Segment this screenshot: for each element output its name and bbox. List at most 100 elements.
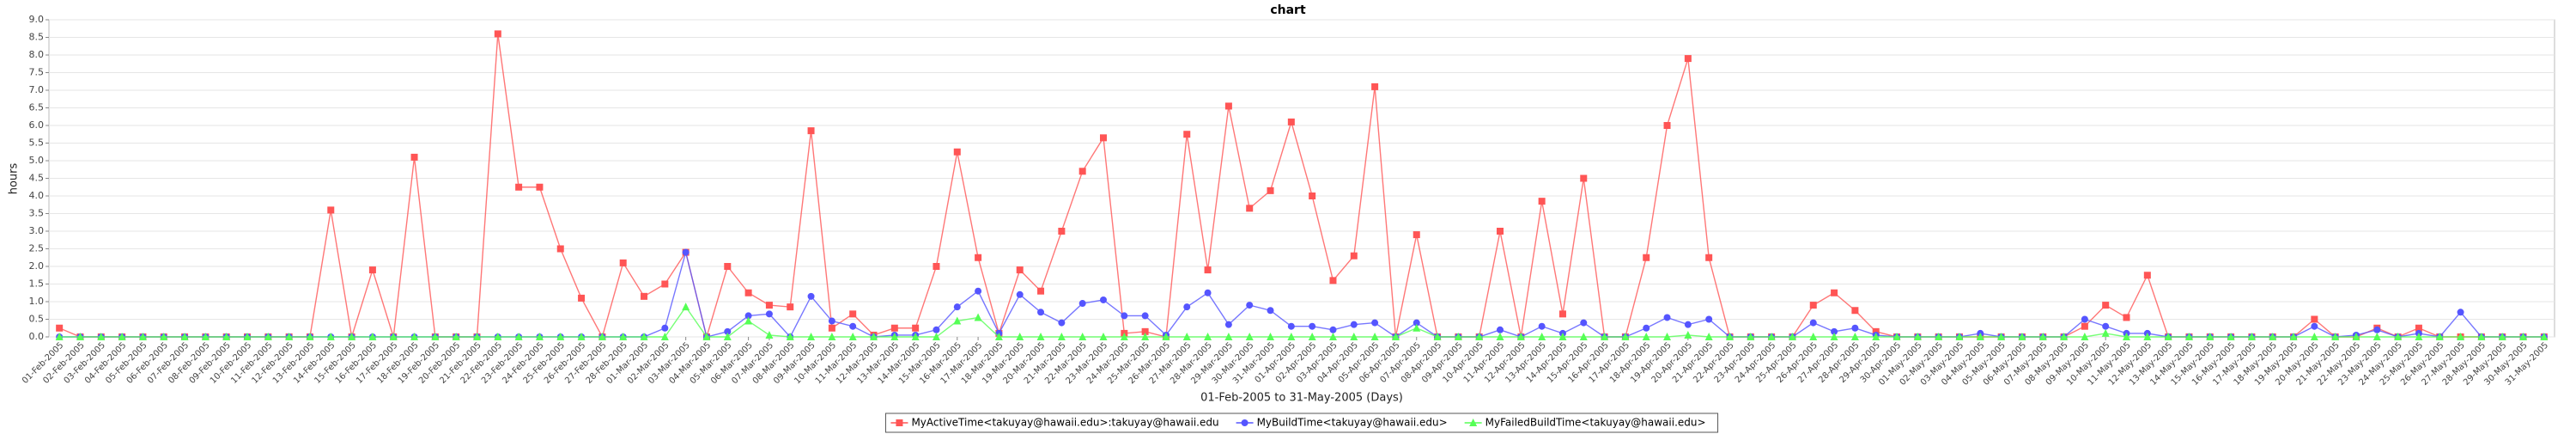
legend-label: MyBuildTime<takuyay@hawaii.edu>	[1257, 417, 1448, 429]
marker	[2143, 272, 2151, 279]
marker	[1496, 333, 1504, 340]
marker	[55, 333, 64, 340]
y-tick-label: 7.0	[29, 84, 45, 95]
marker	[1872, 333, 1880, 340]
marker	[410, 333, 419, 340]
marker	[327, 206, 335, 214]
marker	[1329, 277, 1337, 284]
marker	[1309, 193, 1316, 199]
marker	[911, 333, 920, 340]
marker	[410, 153, 418, 161]
marker	[368, 333, 377, 340]
marker	[1037, 309, 1045, 316]
marker	[1809, 302, 1817, 309]
legend: MyActiveTime<takuyay@hawaii.edu>:takuyay…	[884, 413, 1719, 433]
marker	[160, 333, 168, 340]
legend-item: MyBuildTime<takuyay@hawaii.edu>	[1236, 417, 1448, 429]
marker	[2081, 315, 2088, 323]
marker	[1183, 303, 1191, 311]
marker	[118, 333, 126, 340]
marker	[1809, 319, 1817, 327]
marker	[180, 333, 189, 340]
marker	[890, 324, 898, 332]
marker	[494, 30, 501, 38]
marker	[577, 333, 586, 340]
marker	[348, 333, 356, 340]
marker	[619, 259, 627, 266]
marker	[264, 333, 272, 340]
marker	[828, 333, 836, 340]
marker	[2081, 333, 2089, 340]
marker	[1684, 330, 1692, 339]
marker	[1350, 333, 1358, 340]
marker	[2289, 333, 2298, 340]
marker	[2102, 322, 2110, 330]
marker	[2269, 333, 2277, 340]
marker	[1663, 314, 1671, 321]
marker	[2373, 326, 2381, 333]
marker	[1099, 333, 1108, 340]
marker	[1099, 296, 1107, 303]
y-tick-label: 6.0	[29, 119, 45, 131]
y-tick-label: 6.5	[29, 102, 45, 113]
marker	[138, 333, 147, 340]
y-axis-title: hours	[8, 163, 21, 195]
marker	[1371, 319, 1379, 327]
marker	[786, 333, 794, 340]
y-tick-label: 1.5	[29, 278, 45, 290]
marker	[2457, 309, 2464, 316]
y-tick-label: 0.5	[29, 314, 45, 325]
y-tick-label: 9.0	[29, 14, 45, 25]
marker	[1497, 228, 1504, 235]
marker	[870, 333, 878, 340]
marker	[1747, 333, 1755, 340]
marker	[933, 326, 940, 333]
marker	[724, 327, 732, 335]
marker	[1078, 300, 1086, 308]
marker	[1475, 333, 1484, 340]
marker	[1643, 254, 1650, 261]
marker	[1141, 327, 1149, 335]
marker	[744, 289, 752, 296]
marker	[1241, 419, 1249, 426]
marker	[1078, 333, 1087, 340]
y-tick-label: 5.0	[29, 155, 45, 166]
marker	[326, 333, 335, 340]
marker	[1057, 333, 1066, 340]
marker	[1538, 322, 1546, 330]
marker	[2519, 333, 2528, 340]
marker	[2164, 333, 2172, 340]
marker	[1601, 333, 1609, 340]
marker	[1872, 327, 1880, 335]
marker	[1935, 333, 1943, 340]
marker	[1809, 333, 1818, 340]
y-tick-label: 3.5	[29, 208, 45, 219]
marker	[1413, 319, 1420, 327]
chart-title: chart	[1270, 3, 1306, 17]
marker	[2081, 322, 2088, 330]
marker	[1329, 326, 1337, 333]
marker	[1141, 333, 1150, 340]
marker	[1831, 327, 1838, 335]
marker	[1287, 118, 1295, 125]
y-tick-label: 4.0	[29, 190, 45, 201]
marker	[619, 333, 628, 340]
marker	[2101, 328, 2110, 337]
marker	[2415, 333, 2423, 340]
marker	[306, 333, 314, 340]
marker	[598, 333, 606, 340]
marker	[389, 333, 398, 340]
series-line	[59, 305, 2544, 338]
marker	[1182, 333, 1191, 340]
marker	[1204, 333, 1212, 340]
marker	[243, 333, 252, 340]
marker	[2038, 333, 2047, 340]
marker	[1371, 83, 1379, 90]
marker	[2227, 333, 2235, 340]
marker	[1078, 168, 1086, 175]
marker	[1725, 333, 1734, 340]
marker	[2310, 333, 2318, 340]
marker	[368, 266, 376, 274]
marker	[1913, 333, 1922, 340]
marker	[76, 333, 84, 340]
